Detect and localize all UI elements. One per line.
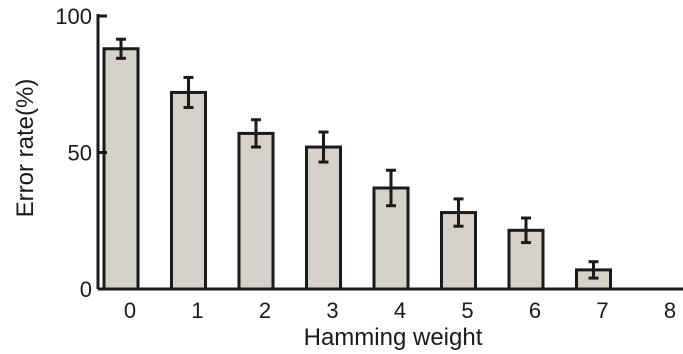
error-bar-6 — [521, 216, 531, 245]
error-bar-5 — [453, 197, 464, 228]
bar-1 — [170, 90, 207, 291]
x-tick-label: 3 — [326, 298, 338, 323]
y-ticks-group: 0 50 100 — [55, 4, 107, 302]
error-bar-7 — [588, 260, 599, 280]
y-tick-label: 100 — [55, 4, 92, 29]
y-axis-title: Error rate(%) — [12, 79, 39, 218]
x-tick-label: 4 — [394, 298, 406, 323]
x-tick-label: 1 — [191, 298, 203, 323]
x-ticks-group: 0 1 2 3 4 5 6 7 8 — [124, 298, 676, 323]
y-tick-label: 50 — [68, 141, 92, 166]
error-bar-3 — [318, 130, 329, 164]
error-bar-1 — [183, 75, 194, 109]
bars-group — [102, 47, 612, 291]
bar-0 — [102, 47, 140, 291]
bar-2 — [237, 131, 275, 291]
x-tick-label: 2 — [259, 298, 271, 323]
error-bars-group — [116, 37, 599, 280]
error-bar-0 — [116, 37, 126, 60]
x-axis-title: Hamming weight — [304, 324, 483, 351]
x-tick-label: 6 — [529, 298, 541, 323]
x-tick-label: 0 — [124, 298, 136, 323]
x-tick-label: 8 — [664, 298, 676, 323]
y-tick-label: 0 — [80, 277, 92, 302]
error-bar-4 — [386, 168, 396, 208]
error-bar-2 — [251, 118, 261, 149]
bar-3 — [305, 145, 342, 291]
x-tick-label: 5 — [461, 298, 473, 323]
x-tick-label: 7 — [596, 298, 608, 323]
